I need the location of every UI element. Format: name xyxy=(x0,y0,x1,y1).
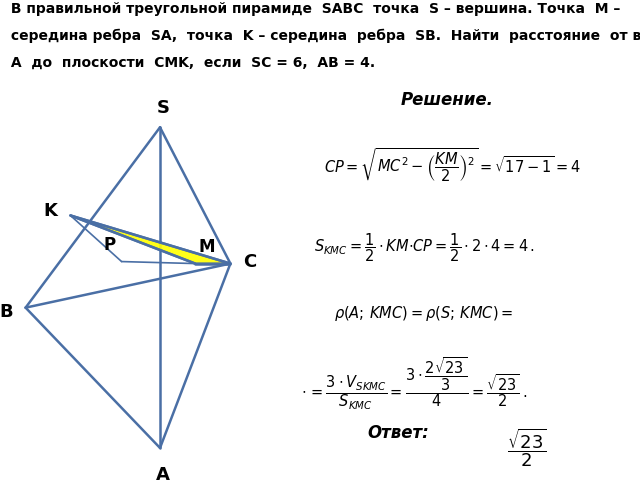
Text: B: B xyxy=(0,303,13,321)
Text: В правильной треугольной пирамиде  SABC  точка  S – вершина. Точка  M –: В правильной треугольной пирамиде SABC т… xyxy=(6,1,621,15)
Text: P: P xyxy=(103,236,115,253)
Text: $\rho(A;\, KMC) = \rho(S;\, KMC) =$: $\rho(A;\, KMC) = \rho(S;\, KMC) =$ xyxy=(334,304,513,323)
Text: K: K xyxy=(44,203,58,220)
Text: $CP= \sqrt{MC^2 - \left(\dfrac{KM}{2}\right)^2} = \sqrt{17-1} = 4$: $CP= \sqrt{MC^2 - \left(\dfrac{KM}{2}\ri… xyxy=(324,147,580,184)
Text: A  до  плоскости  СМK,  если  SC = 6,  AB = 4.: A до плоскости СМK, если SC = 6, AB = 4. xyxy=(6,56,376,70)
Text: A: A xyxy=(156,466,170,480)
Text: $\cdot\, = \dfrac{3 \cdot V_{SKMC}}{S_{KMC}} = \dfrac{3 \cdot \dfrac{2\sqrt{23}}: $\cdot\, = \dfrac{3 \cdot V_{SKMC}}{S_{K… xyxy=(301,356,527,412)
Text: середина ребра  SA,  точка  K – середина  ребра  SB.  Найти  расстояние  от верш: середина ребра SA, точка K – середина ре… xyxy=(6,28,640,43)
Text: S: S xyxy=(157,99,170,117)
Text: $S_{KMC} = \dfrac{1}{2} \cdot KM{\cdot}CP = \dfrac{1}{2} \cdot 2 \cdot 4 = 4\,.$: $S_{KMC} = \dfrac{1}{2} \cdot KM{\cdot}C… xyxy=(314,231,535,264)
Text: Ответ:: Ответ: xyxy=(367,424,429,442)
Polygon shape xyxy=(70,216,230,264)
Text: C: C xyxy=(243,252,257,271)
Text: $\dfrac{\sqrt{23}}{2}$: $\dfrac{\sqrt{23}}{2}$ xyxy=(507,426,547,468)
Text: M: M xyxy=(198,238,215,255)
Text: Решение.: Решение. xyxy=(401,91,493,109)
